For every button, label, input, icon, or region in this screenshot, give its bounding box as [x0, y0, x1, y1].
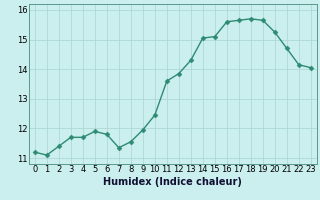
X-axis label: Humidex (Indice chaleur): Humidex (Indice chaleur) — [103, 177, 242, 187]
